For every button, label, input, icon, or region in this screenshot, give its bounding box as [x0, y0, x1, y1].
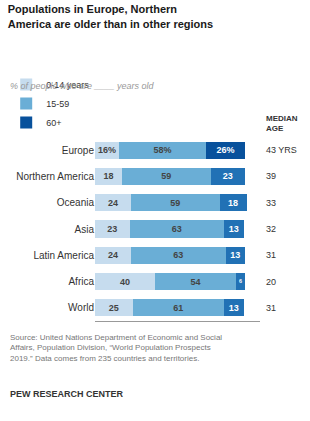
- svg-text:61: 61: [173, 303, 183, 313]
- svg-text:MEDIANAGE: MEDIANAGE: [266, 114, 298, 133]
- svg-text:24: 24: [108, 198, 118, 208]
- svg-text:60+: 60+: [46, 118, 61, 128]
- svg-text:54: 54: [190, 277, 200, 287]
- svg-text:15-59: 15-59: [46, 99, 69, 109]
- svg-text:31: 31: [266, 250, 276, 260]
- svg-text:World: World: [68, 302, 94, 313]
- svg-text:31: 31: [266, 303, 276, 313]
- svg-text:63: 63: [172, 224, 182, 234]
- svg-text:18: 18: [103, 171, 113, 181]
- svg-text:Europe: Europe: [62, 145, 95, 156]
- svg-text:59: 59: [170, 198, 180, 208]
- svg-text:33: 33: [266, 198, 276, 208]
- svg-text:13: 13: [229, 303, 239, 313]
- svg-text:13: 13: [230, 250, 240, 260]
- svg-text:Source: United Nations Departm: Source: United Nations Department of Eco…: [10, 333, 222, 363]
- svg-text:32: 32: [266, 224, 276, 234]
- svg-text:Populations in Europe, Norther: Populations in Europe, NorthernAmerica a…: [8, 3, 213, 29]
- svg-text:40: 40: [120, 277, 130, 287]
- svg-text:23: 23: [223, 171, 233, 181]
- svg-text:20: 20: [266, 277, 276, 287]
- svg-text:% of people who are ____ years: % of people who are ____ years old: [10, 81, 155, 91]
- svg-text:43 YRS: 43 YRS: [266, 145, 297, 155]
- svg-text:Oceania: Oceania: [57, 197, 95, 208]
- svg-text:Asia: Asia: [75, 224, 95, 235]
- svg-text:23: 23: [107, 224, 117, 234]
- svg-text:16%: 16%: [98, 145, 116, 155]
- svg-text:6: 6: [239, 278, 242, 284]
- svg-text:63: 63: [173, 250, 183, 260]
- svg-text:13: 13: [229, 224, 239, 234]
- svg-text:18: 18: [228, 198, 238, 208]
- svg-text:24: 24: [108, 250, 118, 260]
- svg-text:58%: 58%: [153, 145, 171, 155]
- svg-text:0-14 years: 0-14 years: [46, 80, 89, 90]
- svg-text:59: 59: [161, 171, 171, 181]
- svg-text:Northern America: Northern America: [16, 171, 94, 182]
- svg-text:Latin America: Latin America: [33, 250, 94, 261]
- svg-text:Africa: Africa: [68, 276, 94, 287]
- svg-text:PEW RESEARCH CENTER: PEW RESEARCH CENTER: [10, 389, 124, 399]
- svg-text:26%: 26%: [216, 145, 234, 155]
- svg-text:39: 39: [266, 171, 276, 181]
- svg-text:25: 25: [109, 303, 119, 313]
